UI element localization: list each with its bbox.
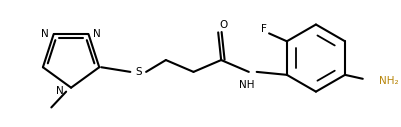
Text: O: O bbox=[219, 20, 227, 30]
Text: NH: NH bbox=[239, 80, 255, 90]
Text: F: F bbox=[261, 24, 267, 34]
Text: S: S bbox=[135, 67, 142, 77]
Text: NH₂: NH₂ bbox=[379, 76, 398, 86]
Text: N: N bbox=[57, 86, 64, 96]
Text: N: N bbox=[93, 29, 101, 39]
Text: N: N bbox=[41, 29, 49, 39]
